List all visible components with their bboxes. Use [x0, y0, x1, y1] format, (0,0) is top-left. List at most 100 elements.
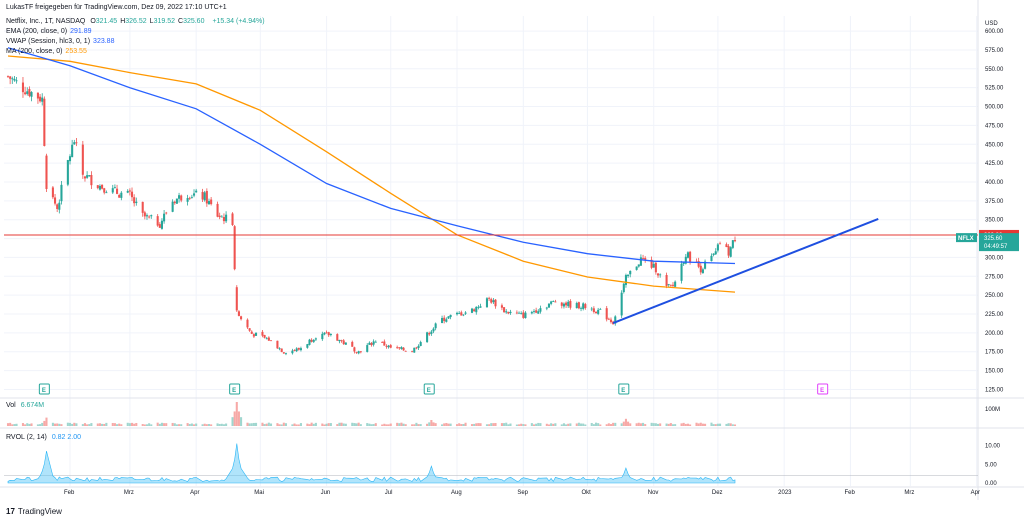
volume-bar [30, 423, 33, 426]
candle-body [133, 197, 136, 204]
symbol-title: Netflix, Inc., 1T, NASDAQ [6, 18, 86, 25]
volume-bar [642, 422, 645, 426]
volume-bar [470, 424, 474, 426]
volume-bar [567, 423, 570, 426]
candle-body [537, 311, 540, 314]
candle-body [402, 347, 405, 351]
candle-body [659, 274, 662, 276]
candle-body [582, 303, 585, 309]
indicator-legend-1[interactable]: VWAP (Session, hlc3, 0, 1) 323.88 [6, 37, 117, 46]
candle-body [725, 244, 728, 248]
volume-bar [225, 423, 228, 426]
candle-body [269, 340, 273, 342]
candle-body [500, 305, 503, 308]
volume-bar [462, 424, 465, 426]
volume-bar [28, 423, 31, 426]
volume-bar [205, 424, 208, 426]
earnings-marker-label: E [427, 388, 431, 394]
volume-bar [686, 423, 689, 426]
candle-body [56, 204, 59, 209]
volume-bar [609, 424, 613, 426]
candle-body [368, 342, 371, 345]
candle-body [473, 309, 476, 312]
y-tick-label: 500.00 [985, 105, 1004, 111]
candle-body [233, 226, 236, 270]
indicator-legend-0[interactable]: EMA (200, close, 0) 291.89 [6, 27, 95, 36]
candle-body [284, 353, 288, 355]
volume-bar [430, 420, 433, 426]
candle-body [385, 345, 388, 347]
volume-bar [9, 422, 12, 426]
candle-body [141, 201, 144, 213]
rvol-values: 0.82 2.00 [51, 434, 82, 441]
x-tick-label: Dez [712, 490, 723, 496]
candle-body [460, 312, 463, 316]
candle-body [205, 190, 208, 204]
candle-body [479, 306, 482, 308]
candle-body [652, 263, 655, 268]
candle-body [11, 78, 14, 80]
volume-bar [389, 423, 392, 426]
candle-body [447, 316, 450, 319]
candle-body [366, 345, 369, 352]
volume-bar [141, 424, 144, 426]
volume-bar [413, 424, 416, 426]
earnings-marker [229, 383, 241, 395]
volume-bar [246, 422, 249, 426]
candle-body [75, 142, 78, 144]
candle-body [716, 244, 719, 251]
candle-body [503, 307, 506, 313]
candle-body [278, 348, 281, 350]
candle-body [507, 311, 510, 314]
candle-body [30, 92, 33, 97]
candle-body [509, 311, 512, 314]
rvol-axis-tick: 0.00 [985, 481, 997, 487]
candle-body [353, 347, 356, 352]
volume-bar [261, 422, 264, 426]
tradingview-logo[interactable]: 17 TradingView [6, 507, 62, 516]
x-tick-label: Aug [451, 490, 462, 496]
earnings-marker [618, 383, 630, 395]
volume-bar [267, 422, 270, 426]
volume-bar [500, 423, 503, 426]
volume-bar [577, 422, 580, 426]
candle-body [54, 197, 57, 204]
volume-bar [554, 423, 557, 426]
candle-body [357, 351, 360, 354]
volume-bar [656, 423, 660, 426]
candle-body [222, 217, 226, 222]
candle-body [520, 313, 523, 314]
volume-bar [505, 422, 508, 426]
volume-bar [156, 422, 159, 426]
candle-body [36, 92, 39, 99]
volume-bar [517, 424, 521, 426]
ohlc-key-o: O [90, 18, 96, 25]
candle-body [66, 160, 69, 185]
ticker-text: NFLX [958, 236, 974, 242]
candle-body [671, 284, 675, 286]
y-tick-label: 450.00 [985, 142, 1004, 148]
indicator-legend-2[interactable]: MA (200, close, 0) 253.55 [6, 47, 90, 56]
volume-bar [353, 423, 356, 426]
volume-bar [580, 423, 583, 426]
candle-body [351, 341, 354, 347]
candle-body [113, 187, 116, 189]
candle-body [547, 303, 551, 308]
last-price-tag [979, 233, 1019, 252]
countdown-text: 04:49:57 [984, 244, 1008, 250]
last-price-text: 325.60 [984, 236, 1003, 242]
candle-body [389, 345, 392, 348]
volume-bar [58, 423, 61, 426]
ema-200-line [7, 47, 736, 265]
volume-bar [460, 424, 463, 426]
volume-bar [560, 424, 563, 426]
candle-body [432, 328, 435, 332]
volume-bar [192, 424, 196, 426]
candle-body [160, 220, 163, 229]
volume-bar [475, 423, 478, 426]
volume-bar [325, 423, 328, 426]
candle-body [252, 334, 255, 337]
candle-body [455, 312, 459, 315]
volume-bar [535, 423, 538, 426]
